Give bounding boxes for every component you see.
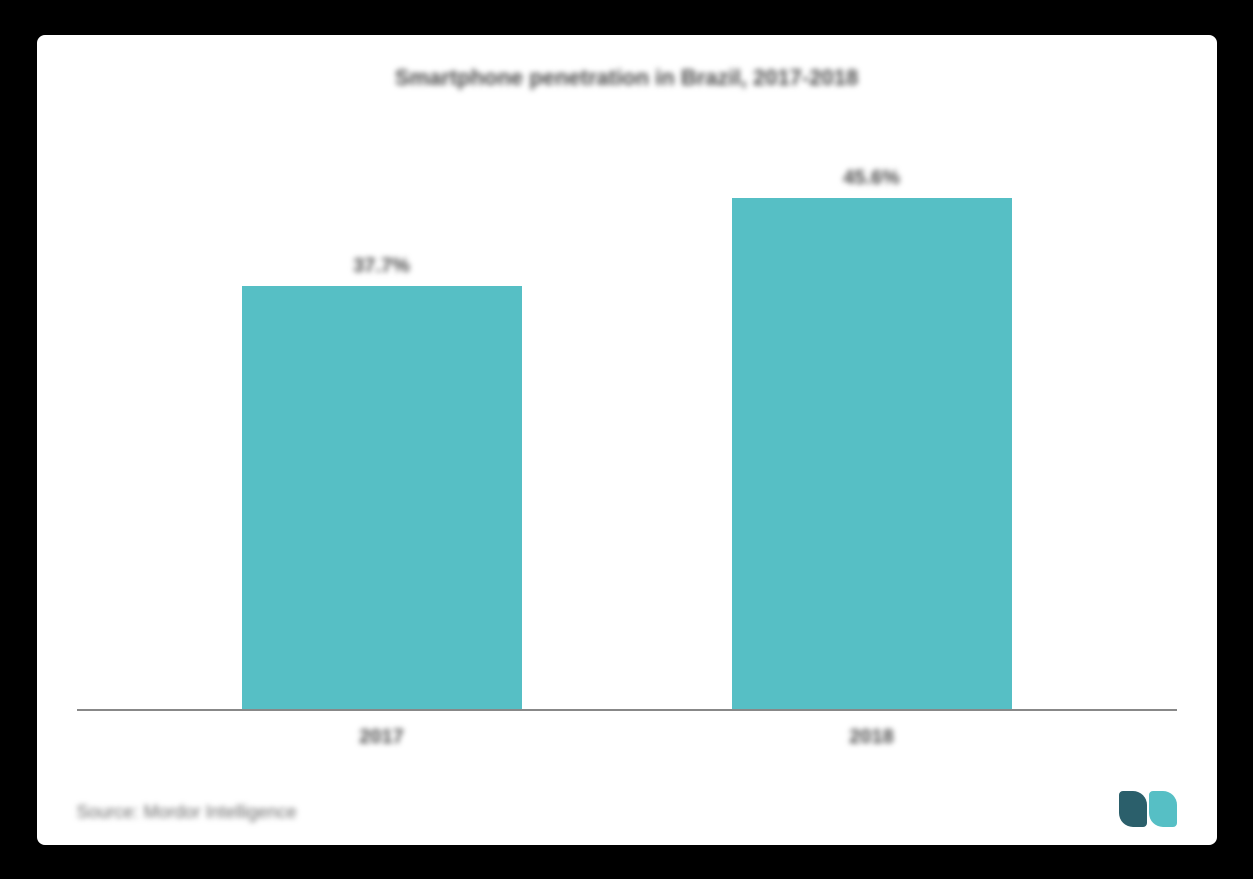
value-label-0: 37.7% (353, 255, 410, 278)
bar-group-1: 45.6% (732, 167, 1012, 709)
value-label-1: 45.6% (843, 167, 900, 190)
chart-container: Smartphone penetration in Brazil, 2017-2… (37, 35, 1217, 845)
x-label-1: 2018 (732, 726, 1012, 749)
bars-row: 37.7% 45.6% (77, 111, 1177, 711)
source-text: Source: Mordor Intelligence (77, 802, 297, 823)
logo-shape-left (1119, 791, 1147, 827)
bar-1 (732, 198, 1012, 709)
bar-group-0: 37.7% (242, 255, 522, 708)
logo-shape-right (1149, 791, 1177, 827)
x-label-0: 2017 (242, 726, 522, 749)
chart-title: Smartphone penetration in Brazil, 2017-2… (77, 65, 1177, 91)
logo-icon (1119, 791, 1177, 827)
x-labels: 2017 2018 (77, 726, 1177, 749)
bar-0 (242, 286, 522, 708)
plot-area: 37.7% 45.6% 2017 2018 (77, 111, 1177, 711)
